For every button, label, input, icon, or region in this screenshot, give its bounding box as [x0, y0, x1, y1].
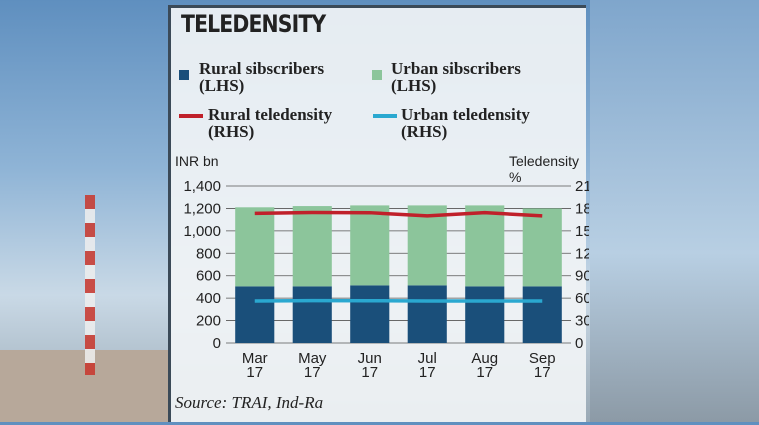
background-photo-right	[590, 0, 759, 422]
bar-rural-subscribers	[235, 286, 274, 343]
right-tick-label: 90	[575, 268, 589, 285]
right-tick-label: 120	[575, 245, 589, 262]
x-tick-year: 17	[419, 364, 436, 381]
bar-rural-subscribers	[293, 286, 332, 343]
bar-urban-subscribers	[465, 205, 504, 286]
left-tick-label: 200	[196, 313, 221, 330]
right-tick-label: 210	[575, 178, 589, 195]
chart-plot: 0 0 200 30 400 60 600 90 800 120 1,000 150 1,200 180 1…	[171, 8, 589, 425]
left-tick-label: 1,200	[183, 200, 221, 217]
right-tick-label: 60	[575, 290, 589, 307]
x-tick-year: 17	[246, 364, 263, 381]
bar-urban-subscribers	[235, 207, 274, 286]
left-tick-label: 1,400	[183, 178, 221, 195]
right-tick-label: 30	[575, 313, 589, 330]
x-tick-year: 17	[534, 364, 551, 381]
x-tick-year: 17	[361, 364, 378, 381]
right-tick-label: 180	[575, 200, 589, 217]
bar-urban-subscribers	[523, 208, 562, 286]
source-note: Source: TRAI, Ind-Ra	[175, 393, 323, 413]
x-tick-year: 17	[304, 364, 321, 381]
left-tick-label: 600	[196, 268, 221, 285]
bar-rural-subscribers	[350, 285, 389, 343]
right-tick-label: 150	[575, 223, 589, 240]
left-tick-label: 800	[196, 245, 221, 262]
background-tower	[85, 195, 95, 375]
left-tick-label: 400	[196, 290, 221, 307]
left-tick-label: 1,000	[183, 223, 221, 240]
chart-panel: TELEDENSITY Rural sibscribers (LHS) Urba…	[168, 5, 586, 422]
bar-urban-subscribers	[293, 206, 332, 286]
x-tick-year: 17	[476, 364, 493, 381]
right-tick-label: 0	[575, 335, 583, 352]
bar-urban-subscribers	[350, 205, 389, 285]
bar-rural-subscribers	[465, 286, 504, 343]
bar-rural-subscribers	[408, 285, 447, 343]
bar-rural-subscribers	[523, 286, 562, 343]
left-tick-label: 0	[213, 335, 221, 352]
